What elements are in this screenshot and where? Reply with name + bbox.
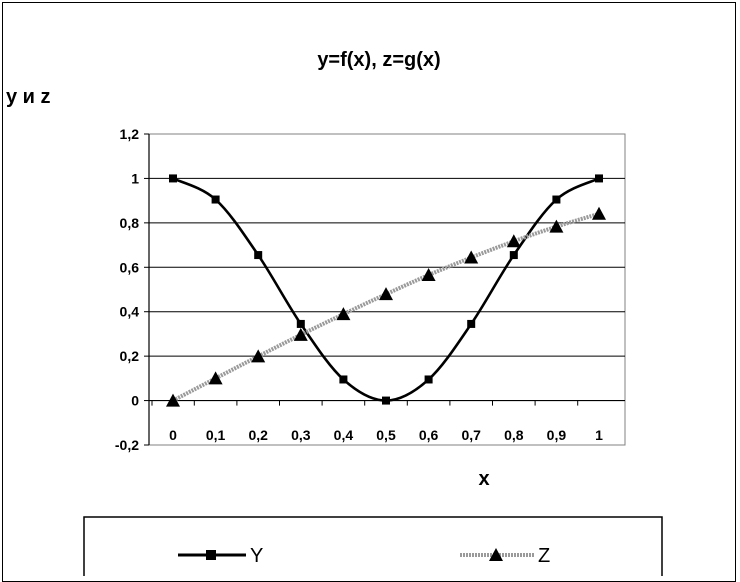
x-tick-label: 0,9 [547,427,567,443]
y-tick-label: 0 [131,393,139,409]
point-z [379,287,393,301]
point-z [293,327,308,341]
point-z [464,250,479,264]
x-tick-label: 0,7 [461,427,481,443]
x-tick-label: 0 [169,427,177,443]
point-y [467,319,476,328]
legend-marker-y [206,550,216,560]
series-markers [166,174,606,407]
point-y [296,319,305,328]
gridlines [149,177,625,357]
point-z [336,307,351,321]
x-axis-label: x [478,468,489,490]
legend: Y Z [83,516,663,576]
y-tick-label: 0,4 [120,304,140,320]
y-tick-label: -0,2 [115,437,139,453]
y-tick-label: 0,8 [120,215,140,231]
x-tick-label: 0,4 [334,427,354,443]
y-tick-label: 0,2 [120,348,140,364]
x-tick-label: 1 [595,427,603,443]
point-y [211,195,220,204]
legend-box [83,516,663,576]
x-tick-label: 0,2 [248,427,268,443]
x-tick-label: 0,5 [376,427,396,443]
x-tick-label: 0,1 [206,427,226,443]
point-y [552,195,561,204]
x-tick-label: 0,3 [291,427,311,443]
y-axis-label: y и z [6,86,51,108]
legend-label-y: Y [250,545,263,567]
y-tick-label: 0,6 [120,259,140,275]
point-z [208,371,223,385]
point-z [251,349,266,363]
point-z [506,234,521,248]
y-tick-label: 1,2 [120,126,140,142]
legend-marker-z [489,548,503,561]
y-tick-label: 1 [131,170,139,186]
x-tick-label: 0,8 [504,427,524,443]
x-tick-label: 0,6 [419,427,439,443]
point-y [509,251,518,260]
x-tick-labels: 0 0,1 0,2 0,3 0,4 0,5 0,6 0,7 0,8 0,9 1 [169,427,603,443]
legend-label-z: Z [538,545,550,567]
point-y [254,251,263,260]
point-y [424,375,433,384]
point-z [549,219,564,233]
y-tick-labels: -0,2 0 0,2 0,4 0,6 0,8 1 1,2 [115,126,139,453]
point-z [592,206,606,220]
point-y [169,174,177,183]
chart-title: y=f(x), z=g(x) [317,49,440,71]
series-line-z [172,211,600,403]
point-y [339,375,348,384]
point-z [421,268,436,282]
point-y [595,174,603,183]
point-y [382,396,390,405]
point-z [166,393,180,407]
